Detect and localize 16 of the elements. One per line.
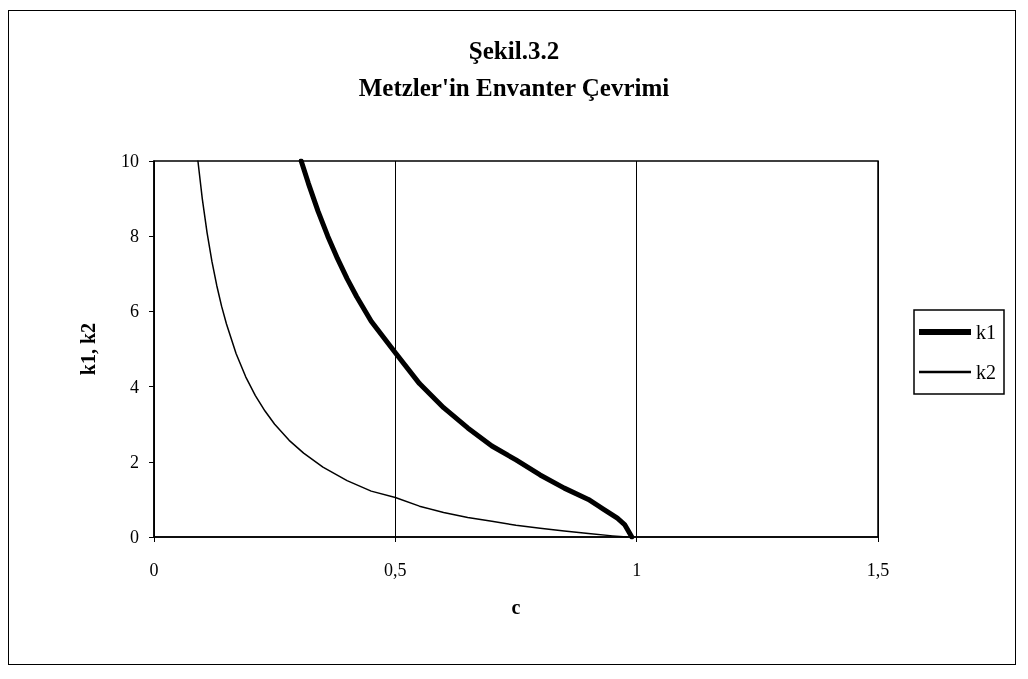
y-tick-label: 4 [130,376,139,397]
chart-subtitle: Metzler'in Envanter Çevrimi [358,74,670,101]
x-tick-label: 0 [149,560,159,580]
x-tick-label: 1 [632,560,642,580]
y-tick-label: 6 [130,301,139,322]
chart-title: Şekil.3.2 [468,37,560,64]
y-axis-title: k1, k2 [77,322,99,376]
x-axis-title: c [511,596,521,618]
legend-label: k1 [976,321,996,343]
y-tick-label: 2 [130,451,139,472]
y-tick-label: 8 [130,226,139,247]
y-tick-label: 10 [121,151,139,171]
legend-label: k2 [976,361,996,383]
y-tick-label: 0 [130,527,139,547]
x-tick-label: 0,5 [384,560,407,580]
x-tick-label: 1,5 [866,560,890,580]
